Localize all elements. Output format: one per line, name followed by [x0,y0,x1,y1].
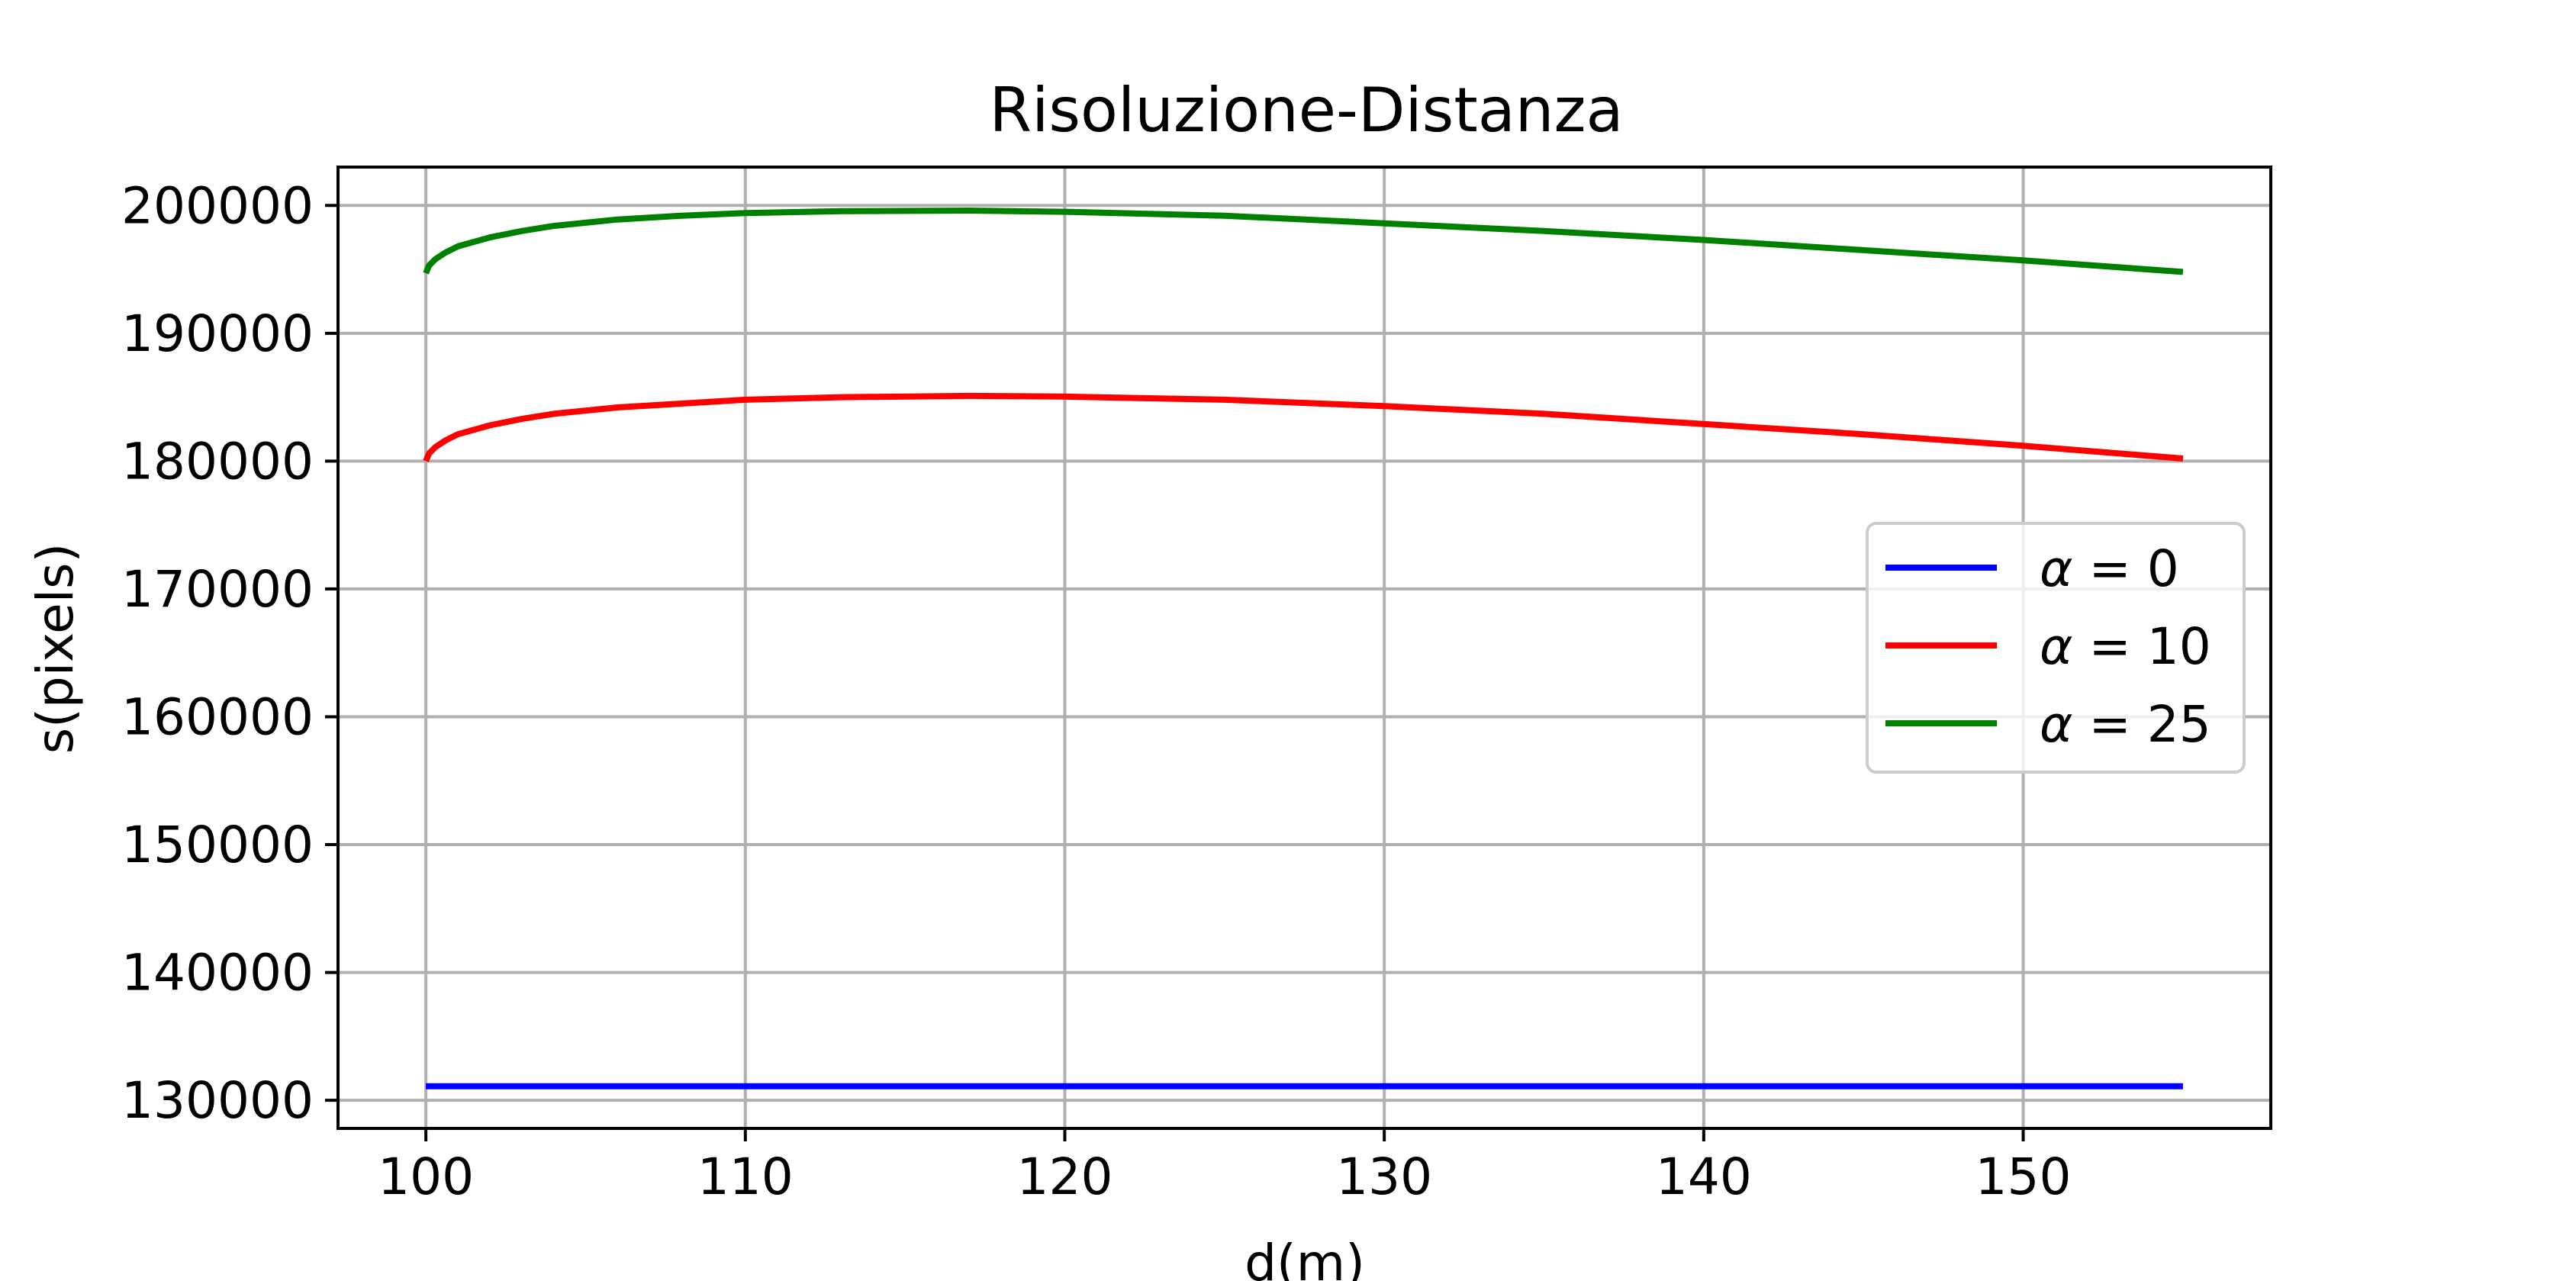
axis-ticks: 100 110 120 130 140 150 130000 140000 150000 1600… [121,176,2071,1206]
y-tick-label: 150000 [121,816,314,874]
x-tick-label: 140 [1656,1147,1752,1206]
y-tick-label: 200000 [121,176,314,235]
legend-alpha-symbol: α [2040,695,2073,754]
legend-alpha-symbol: α [2040,539,2073,598]
series-lines [423,208,2184,1089]
y-tick-label: 160000 [121,687,314,746]
legend-label-1: α = 10 [2040,617,2211,676]
y-tick-label: 140000 [121,944,314,1003]
x-tick-label: 110 [697,1147,794,1206]
legend-value-text: = 10 [2073,617,2211,676]
series-line-1 [423,392,2184,462]
legend-label-0: α = 0 [2040,539,2179,598]
x-axis-title: d(m) [1245,1234,1365,1281]
series-line-2 [423,208,2184,275]
y-tick-label: 130000 [121,1071,314,1130]
plot-area-frame [336,166,2272,1130]
x-tick-label: 150 [1975,1147,2072,1206]
y-tick-label: 180000 [121,432,314,491]
legend-box [1866,522,2246,774]
legend-alpha-symbol: α [2040,617,2073,676]
chart-title: Risoluzione-Distanza [990,75,1624,146]
y-tick-label: 190000 [121,304,314,363]
y-tick-label: 170000 [121,560,314,619]
legend: α = 0α = 10α = 25 [1866,522,2246,774]
x-tick-label: 100 [378,1147,474,1206]
legend-value-text: = 0 [2073,539,2179,598]
y-axis-title: s(pixels) [26,543,85,754]
legend-label-2: α = 25 [2040,695,2211,754]
legend-value-text: = 25 [2073,695,2211,754]
x-tick-label: 120 [1016,1147,1113,1206]
x-tick-label: 130 [1336,1147,1432,1206]
